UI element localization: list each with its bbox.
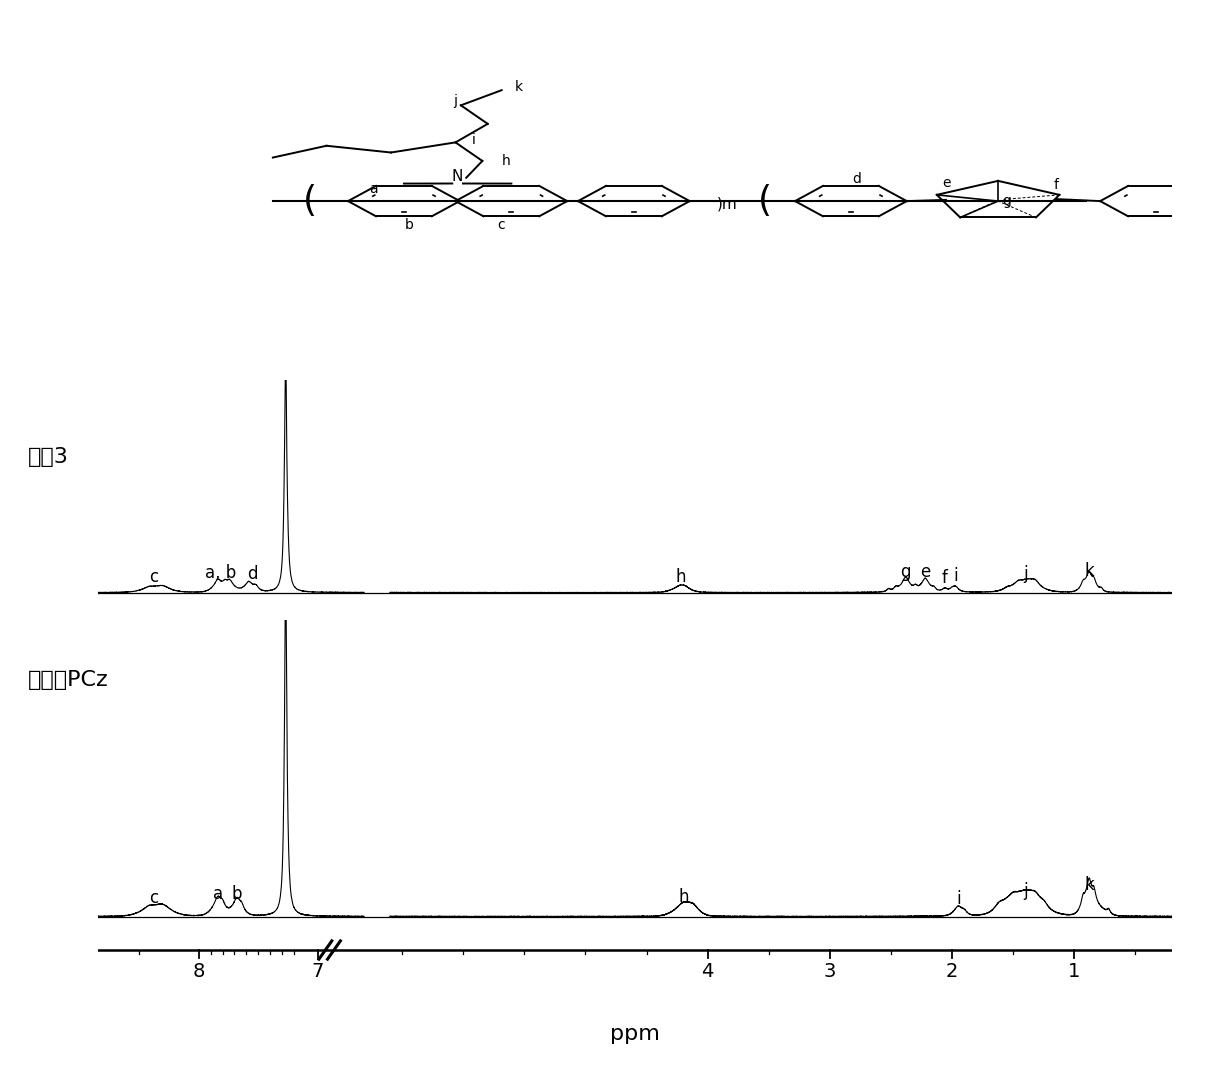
Text: d: d bbox=[247, 565, 258, 584]
Text: j: j bbox=[453, 95, 458, 109]
Text: (: ( bbox=[303, 184, 317, 218]
Text: 实例3: 实例3 bbox=[28, 447, 68, 466]
Text: k: k bbox=[514, 79, 523, 93]
Text: e: e bbox=[943, 176, 951, 190]
Text: k: k bbox=[1084, 562, 1094, 579]
Text: a: a bbox=[370, 182, 379, 196]
Text: N: N bbox=[452, 168, 463, 184]
Text: b: b bbox=[232, 886, 242, 903]
Text: (: ( bbox=[758, 184, 772, 218]
Text: g: g bbox=[1002, 195, 1011, 208]
Text: )m: )m bbox=[717, 197, 737, 212]
Text: g: g bbox=[900, 563, 911, 582]
Text: ppm: ppm bbox=[610, 1024, 659, 1044]
Text: f: f bbox=[941, 569, 947, 587]
Text: a: a bbox=[212, 885, 223, 903]
Text: e: e bbox=[921, 563, 930, 582]
Text: h: h bbox=[502, 154, 510, 167]
Text: k: k bbox=[1084, 876, 1094, 895]
Text: d: d bbox=[852, 172, 861, 186]
Text: j: j bbox=[1023, 565, 1028, 583]
Text: j: j bbox=[1023, 883, 1028, 900]
Text: h: h bbox=[678, 888, 689, 907]
Text: 均聚物PCz: 均聚物PCz bbox=[28, 671, 109, 690]
Text: 3: 3 bbox=[824, 962, 836, 980]
Text: 4: 4 bbox=[702, 962, 714, 980]
Text: c: c bbox=[149, 889, 159, 908]
Text: 2: 2 bbox=[946, 962, 958, 980]
Text: f: f bbox=[1054, 178, 1059, 192]
Text: b: b bbox=[405, 217, 414, 232]
Text: i: i bbox=[471, 133, 475, 147]
Text: 7: 7 bbox=[311, 962, 324, 980]
Text: i: i bbox=[956, 890, 961, 909]
Text: i: i bbox=[954, 567, 958, 585]
Text: c: c bbox=[149, 569, 159, 586]
Text: 1: 1 bbox=[1068, 962, 1081, 980]
Text: h: h bbox=[675, 569, 686, 586]
Text: 8: 8 bbox=[193, 962, 205, 980]
Text: a, b: a, b bbox=[205, 564, 236, 583]
Text: c: c bbox=[497, 217, 504, 232]
